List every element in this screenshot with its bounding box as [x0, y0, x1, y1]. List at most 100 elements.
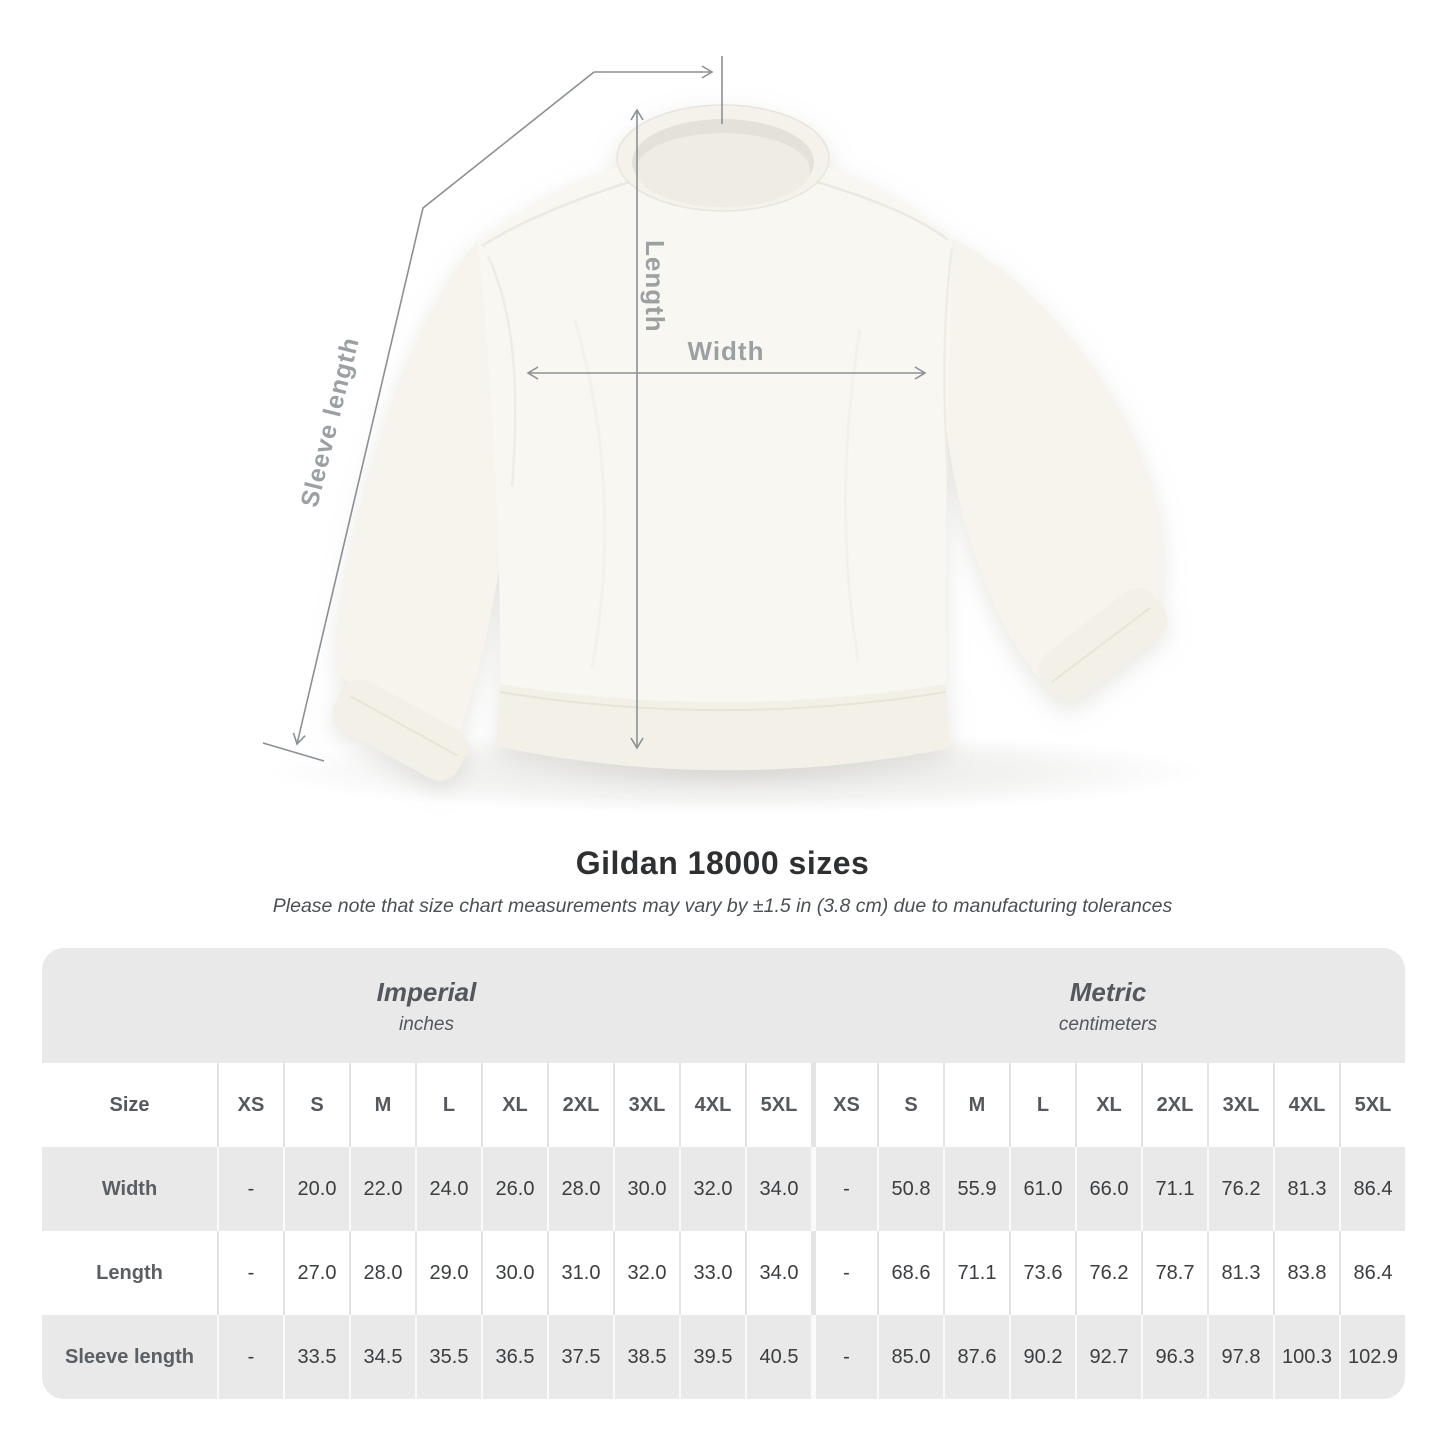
sleeve-length-line — [292, 71, 595, 746]
imperial-group-title: Imperial — [376, 977, 477, 1007]
metric-value-cell: 85.0 — [877, 1315, 943, 1399]
imperial-group-unit: inches — [399, 1014, 454, 1035]
row-label: Sleeve length — [65, 1345, 194, 1368]
garment-shadow — [265, 730, 1205, 814]
size-col-header-metric: 2XL — [1141, 1063, 1207, 1147]
imperial-value-cell: 33.0 — [679, 1231, 745, 1315]
metric-value-cell: 71.1 — [1141, 1147, 1207, 1231]
metric-value-cell: 90.2 — [1009, 1315, 1075, 1399]
imperial-value-cell: - — [217, 1147, 283, 1231]
size-col-header-imperial: XL — [481, 1063, 547, 1147]
metric-value-cell: 97.8 — [1207, 1315, 1273, 1399]
imperial-value-cell: - — [217, 1231, 283, 1315]
sleeve-length-label: Sleeve length — [296, 334, 365, 510]
unit-group-band: Imperial inches Metric centimeters — [42, 948, 1405, 1063]
size-grid: Size XS S M L XL 2XL 3XL 4XL 5XL XS S M L XL 2XL 3XL 4XL 5… — [42, 1063, 1405, 1399]
table-row: Sleeve length -33.5 34.5 35.5 36.5 37.5 38.5 39… — [42, 1315, 1405, 1399]
right-cuff-seam — [1051, 607, 1151, 683]
imperial-group-header: Imperial inches — [42, 948, 811, 1063]
metric-value-cell: 55.9 — [943, 1147, 1009, 1231]
metric-value-cell: 76.2 — [1075, 1231, 1141, 1315]
imperial-value-cell: 34.0 — [745, 1231, 811, 1315]
size-col-header-metric: XL — [1075, 1063, 1141, 1147]
imperial-value-cell: 30.0 — [481, 1231, 547, 1315]
page-title: Gildan 18000 sizes — [575, 845, 870, 881]
measurement-overlay — [262, 56, 927, 762]
metric-value-cell: 87.6 — [943, 1315, 1009, 1399]
imperial-value-cell: 34.5 — [349, 1315, 415, 1399]
size-col-header-metric: S — [877, 1063, 943, 1147]
metric-value-cell: 76.2 — [1207, 1147, 1273, 1231]
left-sleeve — [337, 240, 514, 745]
metric-value-cell: 83.8 — [1273, 1231, 1339, 1315]
imperial-value-cell: 32.0 — [613, 1231, 679, 1315]
left-cuff-seam — [349, 695, 459, 757]
metric-value-cell: 92.7 — [1075, 1315, 1141, 1399]
metric-value-cell: 68.6 — [877, 1231, 943, 1315]
row-label: Length — [96, 1261, 163, 1284]
row-label: Width — [101, 1177, 158, 1200]
imperial-value-cell: - — [217, 1315, 283, 1399]
tolerance-note: Please note that size chart measurements… — [272, 895, 1173, 917]
imperial-value-cell: 33.5 — [283, 1315, 349, 1399]
metric-value-cell: 50.8 — [877, 1147, 943, 1231]
imperial-value-cell: 34.0 — [745, 1147, 811, 1231]
metric-value-cell: - — [811, 1231, 877, 1315]
size-col-header-metric: L — [1009, 1063, 1075, 1147]
imperial-value-cell: 28.0 — [547, 1147, 613, 1231]
imperial-value-cell: 20.0 — [283, 1147, 349, 1231]
metric-value-cell: 73.6 — [1009, 1231, 1075, 1315]
size-corner-header: Size — [109, 1093, 150, 1116]
imperial-value-cell: 32.0 — [679, 1147, 745, 1231]
size-col-header-metric: 3XL — [1207, 1063, 1273, 1147]
metric-group-title: Metric — [1069, 977, 1147, 1007]
table-row: Length -27.0 28.0 29.0 30.0 31.0 32.0 33.0 34.0-… — [42, 1231, 1405, 1315]
imperial-value-cell: 26.0 — [481, 1147, 547, 1231]
metric-value-cell: 96.3 — [1141, 1315, 1207, 1399]
size-col-header-imperial: 2XL — [547, 1063, 613, 1147]
size-col-header-metric: 5XL — [1339, 1063, 1405, 1147]
metric-value-cell: 71.1 — [943, 1231, 1009, 1315]
size-col-header-metric: 4XL — [1273, 1063, 1339, 1147]
imperial-value-cell: 37.5 — [547, 1315, 613, 1399]
metric-value-cell: 102.9 — [1339, 1315, 1405, 1399]
size-table: Imperial inches Metric centimeters Size X… — [42, 948, 1405, 1399]
cuff-tick — [262, 742, 325, 762]
size-col-header-imperial: XS — [217, 1063, 283, 1147]
right-sleeve — [942, 238, 1163, 688]
metric-value-cell: 86.4 — [1339, 1231, 1405, 1315]
metric-value-cell: 66.0 — [1075, 1147, 1141, 1231]
metric-value-cell: 78.7 — [1141, 1231, 1207, 1315]
size-col-header-imperial: 3XL — [613, 1063, 679, 1147]
sweatshirt-illustration — [332, 104, 1168, 781]
collar-opening — [636, 133, 810, 207]
length-label: Length — [640, 240, 670, 333]
imperial-value-cell: 28.0 — [349, 1231, 415, 1315]
imperial-value-cell: 24.0 — [415, 1147, 481, 1231]
right-cuff — [1038, 587, 1168, 703]
imperial-value-cell: 40.5 — [745, 1315, 811, 1399]
product-figure: Length Width Sleeve length — [262, 56, 1205, 814]
metric-value-cell: - — [811, 1315, 877, 1399]
imperial-value-cell: 29.0 — [415, 1231, 481, 1315]
metric-value-cell: 61.0 — [1009, 1147, 1075, 1231]
table-row: Width -20.0 22.0 24.0 26.0 28.0 30.0 32.0 34.0-5… — [42, 1147, 1405, 1231]
armhole-seam-right — [943, 247, 954, 479]
imperial-value-cell: 39.5 — [679, 1315, 745, 1399]
table-row: Size XS S M L XL 2XL 3XL 4XL 5XL XS S M L XL 2XL 3XL 4XL 5… — [42, 1063, 1405, 1147]
garment-body — [478, 152, 952, 733]
imperial-value-cell: 30.0 — [613, 1147, 679, 1231]
metric-value-cell: - — [811, 1147, 877, 1231]
metric-value-cell: 81.3 — [1207, 1231, 1273, 1315]
imperial-value-cell: 36.5 — [481, 1315, 547, 1399]
size-col-header-imperial: 4XL — [679, 1063, 745, 1147]
shoulder-seam-left — [481, 176, 643, 248]
metric-value-cell: 81.3 — [1273, 1147, 1339, 1231]
size-col-header-imperial: 5XL — [745, 1063, 811, 1147]
imperial-value-cell: 38.5 — [613, 1315, 679, 1399]
shoulder-seam-right — [803, 176, 949, 241]
metric-group-unit: centimeters — [1058, 1014, 1158, 1035]
metric-group-header: Metric centimeters — [811, 948, 1405, 1063]
metric-value-cell: 100.3 — [1273, 1315, 1339, 1399]
